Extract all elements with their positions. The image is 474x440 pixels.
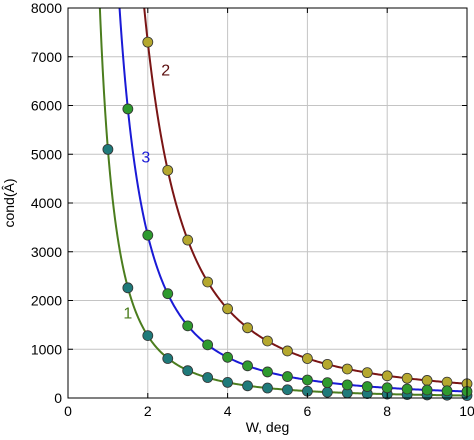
- curve-label-2: 2: [161, 62, 170, 79]
- data-point-series-3: [361, 381, 373, 392]
- y-tick-label: 5000: [31, 146, 62, 162]
- data-point-series-3: [321, 377, 333, 389]
- data-point-series-3: [162, 288, 174, 300]
- data-point-series-3: [202, 339, 214, 351]
- data-point-series-3: [222, 351, 234, 363]
- data-point-series-2: [282, 345, 293, 357]
- data-point-series-2: [421, 375, 433, 386]
- data-point-series-2: [162, 164, 174, 176]
- curve-label-1: 1: [123, 306, 132, 323]
- data-point-series-3: [401, 383, 413, 395]
- y-tick-label: 2000: [31, 293, 62, 309]
- data-point-series-2: [142, 36, 154, 48]
- y-tick-label: 8000: [31, 0, 62, 16]
- data-point-series-1: [242, 380, 253, 392]
- x-axis-label: W, deg: [246, 419, 290, 435]
- y-tick-label: 3000: [31, 244, 62, 260]
- data-point-series-2: [381, 370, 393, 382]
- data-point-series-1: [142, 330, 154, 342]
- data-point-series-3: [242, 360, 253, 372]
- ticks: [67, 7, 468, 399]
- y-tick-label: 7000: [31, 49, 62, 65]
- x-tick-label: 8: [383, 403, 391, 419]
- data-point-series-2: [301, 353, 313, 364]
- y-tick-label: 0: [54, 390, 62, 406]
- data-point-series-3: [341, 379, 353, 391]
- data-point-series-1: [202, 372, 214, 383]
- data-point-series-1: [102, 143, 114, 155]
- data-point-series-3: [262, 366, 273, 378]
- data-point-series-1: [222, 376, 234, 388]
- data-point-series-2: [202, 276, 214, 288]
- data-point-series-2: [242, 322, 253, 334]
- data-point-series-1: [182, 365, 194, 377]
- data-point-series-1: [282, 384, 293, 396]
- grid: [68, 8, 467, 398]
- tick-labels: 0 2 4 6 8 10 0 1000 2000 3000 4000 5000 6000 7000 8000: [31, 0, 474, 419]
- data-point-series-1: [162, 353, 174, 364]
- curve-labels: 1 2 3: [123, 62, 170, 322]
- x-tick-label: 10: [459, 403, 474, 419]
- data-point-series-2: [182, 234, 194, 246]
- data-point-series-3: [122, 103, 134, 115]
- data-point-series-2: [361, 367, 373, 379]
- data-point-series-3: [142, 229, 154, 241]
- data-point-series-3: [381, 382, 393, 394]
- data-point-series-2: [262, 335, 273, 347]
- data-point-series-3: [182, 320, 194, 332]
- x-tick-label: 2: [144, 403, 152, 419]
- y-tick-label: 1000: [31, 341, 62, 357]
- data-point-series-2: [401, 372, 413, 384]
- data-point-series-2: [341, 363, 353, 375]
- x-tick-label: 4: [224, 403, 232, 419]
- y-axis-label: cond(Â): [1, 178, 17, 227]
- curve-label-3: 3: [141, 150, 150, 167]
- y-tick-label: 6000: [31, 98, 62, 114]
- data-point-series-3: [441, 385, 453, 397]
- data-point-series-3: [282, 371, 293, 382]
- data-point-series-1: [122, 282, 134, 294]
- data-point-series-3: [421, 384, 433, 396]
- data-point-series-3: [301, 374, 313, 386]
- y-tick-label: 4000: [31, 195, 62, 211]
- data-point-series-2: [321, 358, 333, 370]
- x-tick-label: 6: [304, 403, 312, 419]
- x-tick-label: 0: [64, 403, 72, 419]
- data-point-series-2: [222, 303, 234, 315]
- data-point-series-1: [262, 382, 273, 394]
- data-point-series-1: [321, 386, 333, 398]
